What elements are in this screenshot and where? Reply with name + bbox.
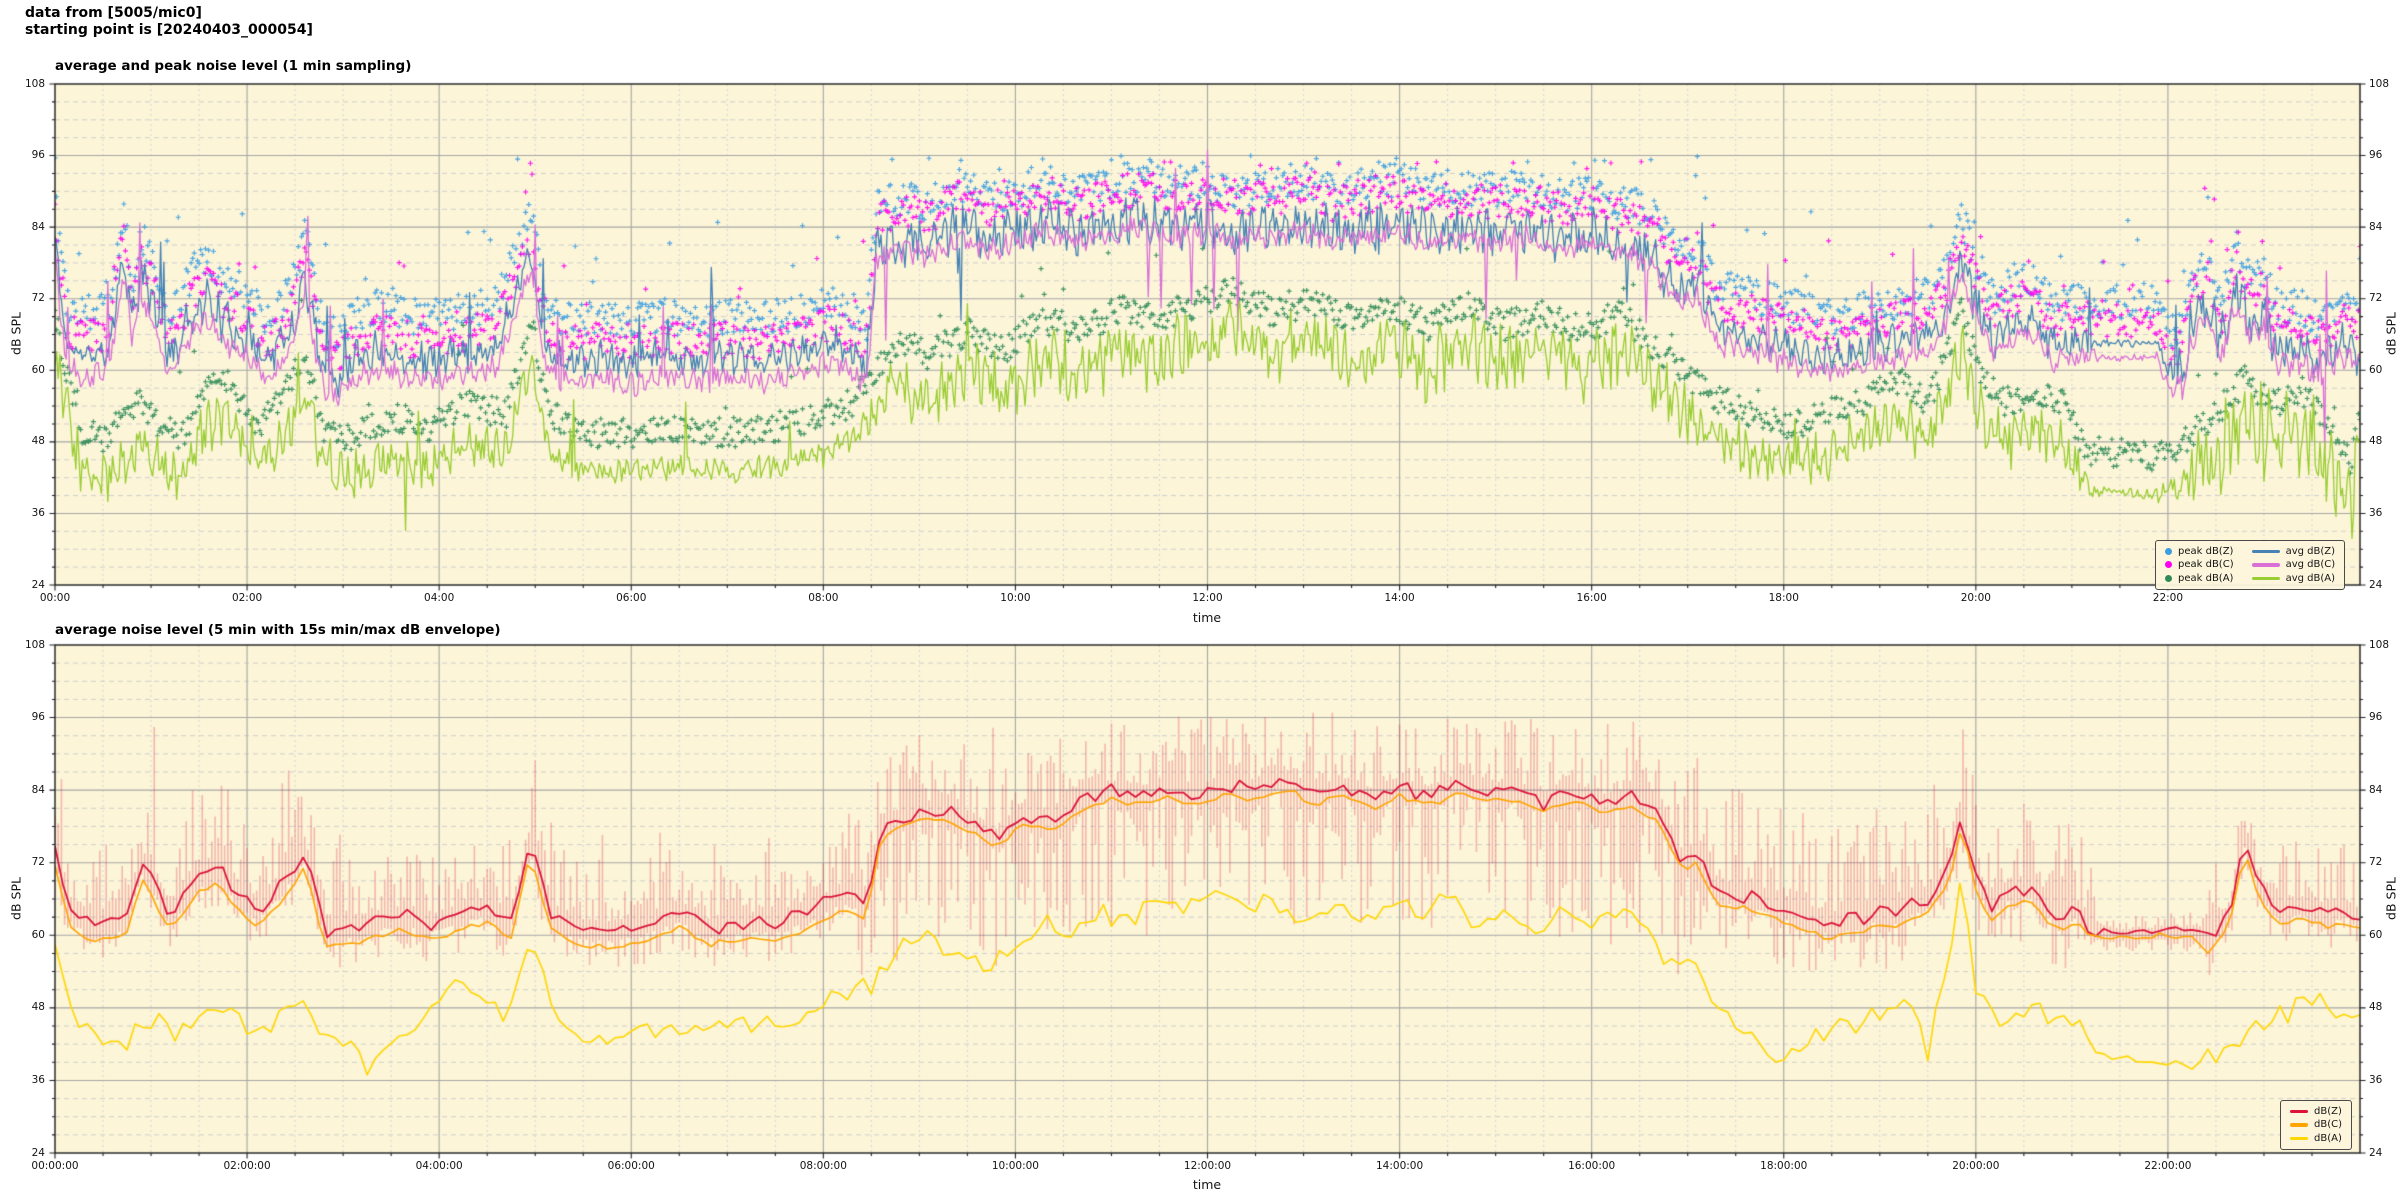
y-tick-label: 84 [31, 220, 45, 233]
x-tick-label: 20:00:00 [1952, 1160, 2000, 1172]
x-tick-label: 18:00 [1768, 592, 1799, 604]
legend-item: avg dB(C) [2251, 559, 2336, 572]
y-tick-label: 60 [2369, 363, 2383, 376]
x-tick-label: 12:00:00 [1183, 1160, 1232, 1172]
legend-item-label: peak dB(C) [2178, 559, 2234, 571]
x-tick-label: 22:00:00 [2144, 1160, 2192, 1172]
legend-marker-line [2290, 1136, 2308, 1140]
y-tick-label: 24 [31, 578, 45, 591]
y-tick-label: 36 [2369, 506, 2383, 519]
chart2-title: average noise level (5 min with 15s min/… [55, 622, 501, 638]
x-tick-label: 04:00:00 [415, 1160, 463, 1172]
legend-marker-line [2251, 563, 2280, 567]
legend-marker-line [2251, 549, 2280, 553]
y-tick-label: 108 [2369, 638, 2390, 651]
legend-item-label: avg dB(C) [2285, 559, 2336, 571]
y-tick-label: 48 [2369, 435, 2383, 448]
x-tick-label: 18:00:00 [1760, 1160, 1808, 1172]
y-tick-label: 108 [24, 77, 45, 90]
y-tick-label: 36 [31, 1073, 45, 1086]
y-tick-label: 84 [2369, 220, 2383, 233]
x-tick-label: 06:00 [616, 592, 647, 604]
y-tick-label: 108 [2369, 77, 2390, 90]
legend-item: peak dB(C) [2165, 559, 2234, 572]
y-tick-label: 108 [24, 638, 45, 651]
legend-item: avg dB(Z) [2251, 545, 2336, 558]
y-tick-label: 36 [31, 506, 45, 519]
legend-item-label: dB(Z) [2314, 1105, 2342, 1117]
y-tick-label: 72 [31, 292, 45, 305]
y-tick-label: 96 [31, 711, 45, 724]
y-tick-label: 48 [31, 435, 45, 448]
legend-item: dB(Z) [2290, 1105, 2342, 1118]
legend-item-label: dB(C) [2314, 1119, 2342, 1131]
x-tick-label: 02:00:00 [223, 1160, 271, 1172]
legend-marker-line [2290, 1109, 2308, 1113]
x-tick-label: 08:00 [808, 592, 839, 604]
x-tick-label: 08:00:00 [799, 1160, 847, 1172]
legend-item: peak dB(A) [2165, 572, 2234, 585]
legend-marker-dot [2165, 574, 2172, 582]
header-line-1: data from [5005/mic0] [25, 5, 202, 21]
legend-item: dB(A) [2290, 1132, 2342, 1145]
y-tick-label: 96 [2369, 149, 2383, 162]
legend-item-label: avg dB(Z) [2285, 545, 2336, 557]
legend-marker-dot [2165, 547, 2172, 555]
y-tick-label: 72 [2369, 292, 2383, 305]
legend-item-label: dB(A) [2314, 1132, 2342, 1144]
legend-marker-line [2251, 576, 2280, 580]
y-tick-label: 48 [31, 1001, 45, 1014]
y-tick-label: 60 [31, 928, 45, 941]
y-tick-label: 84 [31, 783, 45, 796]
x-tick-label: 12:00 [1192, 592, 1223, 604]
legend-item: peak dB(Z) [2165, 545, 2234, 558]
chart1-legend: peak dB(Z) avg dB(Z) peak dB(C) avg dB(C) pe… [2155, 540, 2346, 590]
legend-item: avg dB(A) [2251, 572, 2336, 585]
y-tick-label: 72 [2369, 856, 2383, 869]
chart2-xaxis-label: time [1192, 1177, 1222, 1192]
legend-item-label: peak dB(A) [2178, 572, 2234, 584]
x-tick-label: 16:00:00 [1568, 1160, 1616, 1172]
legend-marker-dot [2165, 561, 2172, 569]
y-tick-label: 36 [2369, 1073, 2383, 1086]
y-tick-label: 24 [31, 1146, 45, 1159]
chart2-legend: dB(Z) dB(C) dB(A) [2280, 1100, 2352, 1150]
y-tick-label: 24 [2369, 1146, 2383, 1159]
x-tick-label: 14:00 [1384, 592, 1415, 604]
x-tick-label: 02:00 [231, 592, 263, 604]
chart1-title: average and peak noise level (1 min samp… [55, 58, 412, 74]
x-tick-label: 16:00 [1576, 592, 1607, 604]
y-tick-label: 96 [2369, 711, 2383, 724]
legend-item: dB(C) [2290, 1119, 2342, 1132]
y-tick-label: 60 [2369, 928, 2383, 941]
header-line-2: starting point is [20240403_000054] [25, 22, 313, 38]
x-tick-label: 00:00 [39, 592, 71, 604]
legend-item-label: avg dB(A) [2285, 572, 2336, 584]
y-tick-label: 24 [2369, 578, 2383, 591]
chart1-xaxis-label: time [1192, 610, 1222, 625]
y-tick-label: 60 [31, 363, 45, 376]
x-tick-label: 00:00:00 [31, 1160, 79, 1172]
y-tick-label: 48 [2369, 1001, 2383, 1014]
legend-item-label: peak dB(Z) [2178, 545, 2234, 557]
x-tick-label: 10:00:00 [991, 1160, 1039, 1172]
y-tick-label: 96 [31, 149, 45, 162]
y-tick-label: 84 [2369, 783, 2383, 796]
x-tick-label: 22:00 [2152, 592, 2184, 604]
legend-marker-line [2290, 1123, 2308, 1127]
x-tick-label: 10:00 [1000, 592, 1031, 604]
y-tick-label: 72 [31, 856, 45, 869]
x-tick-label: 20:00 [1960, 592, 1991, 604]
x-tick-label: 06:00:00 [607, 1160, 655, 1172]
x-tick-label: 04:00 [424, 592, 455, 604]
x-tick-label: 14:00:00 [1375, 1160, 1424, 1172]
